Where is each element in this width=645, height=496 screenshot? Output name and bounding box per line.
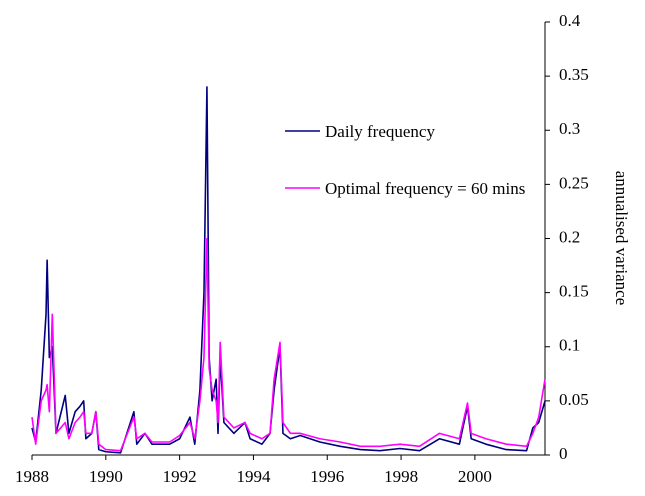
y-tick-label: 0.1 [559,336,580,355]
legend-label: Optimal frequency = 60 mins [325,179,526,198]
x-tick-label: 1998 [384,467,418,486]
legend-label: Daily frequency [325,122,435,141]
y-tick-label: 0.3 [559,119,580,138]
x-tick-label: 1990 [89,467,123,486]
x-tick-label: 2000 [458,467,492,486]
y-tick-label: 0.4 [559,11,581,30]
y-tick-label: 0.2 [559,227,580,246]
y-tick-label: 0.35 [559,65,589,84]
x-tick-label: 1992 [163,467,197,486]
x-tick-label: 1994 [236,467,271,486]
y-tick-label: 0.25 [559,173,589,192]
y-tick-label: 0.05 [559,390,589,409]
series-line [31,237,546,452]
y-axis-label: annualised variance [612,171,631,306]
y-tick-label: 0.15 [559,282,589,301]
y-tick-label: 0 [559,444,568,463]
x-tick-label: 1988 [15,467,49,486]
x-tick-label: 1996 [310,467,344,486]
